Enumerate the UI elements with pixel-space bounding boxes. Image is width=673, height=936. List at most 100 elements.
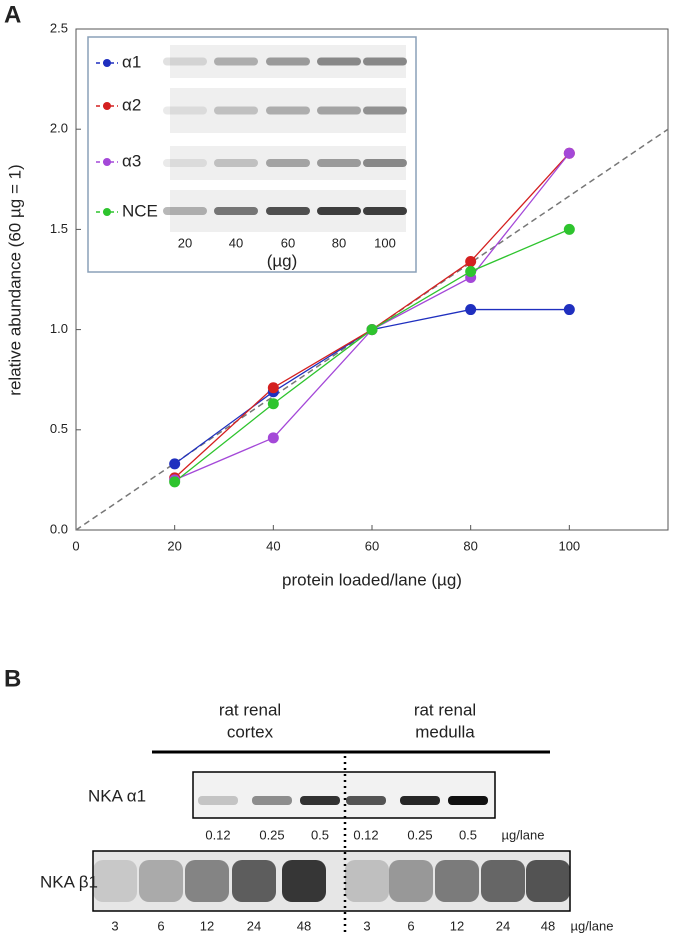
blot-band <box>317 57 361 66</box>
lane-label: 24 <box>247 918 261 933</box>
data-point <box>169 476 181 488</box>
blot-band <box>363 106 407 115</box>
legend-marker <box>103 208 111 216</box>
blot-band <box>266 207 310 215</box>
blot-band <box>363 159 407 167</box>
data-point <box>465 304 477 316</box>
inset-unit: (µg) <box>267 251 298 270</box>
lane-label: 6 <box>157 918 164 933</box>
data-point <box>563 304 575 316</box>
group-label: rat renal <box>219 700 281 719</box>
blot-band <box>214 207 258 215</box>
group-label: cortex <box>227 722 274 741</box>
blot-band <box>185 860 229 902</box>
x-tick-label: 80 <box>463 538 477 553</box>
y-tick-label: 0.5 <box>50 421 68 436</box>
blot-band <box>266 57 310 66</box>
blot-band <box>214 159 258 167</box>
x-tick-label: 20 <box>167 538 181 553</box>
blot-band <box>198 796 238 805</box>
lane-label: 12 <box>200 918 214 933</box>
data-point <box>267 382 279 394</box>
legend-marker <box>103 59 111 67</box>
panel-label: A <box>4 1 21 28</box>
data-point <box>267 432 279 444</box>
legend-label: α3 <box>122 151 141 170</box>
inset-lane-label: 40 <box>229 235 243 250</box>
reference-line <box>75 128 669 531</box>
data-point <box>366 324 378 336</box>
data-point <box>169 458 181 470</box>
legend-marker <box>103 102 111 110</box>
lane-label: 3 <box>363 918 370 933</box>
lane-unit: µg/lane <box>502 827 545 842</box>
x-tick-label: 100 <box>558 538 580 553</box>
lane-label: 0.5 <box>459 827 477 842</box>
blot-band <box>363 207 407 215</box>
blot-band <box>389 860 433 902</box>
lane-label: 48 <box>297 918 311 933</box>
blot-band <box>282 860 326 902</box>
data-point <box>267 398 279 410</box>
lane-label: 3 <box>111 918 118 933</box>
lane-label: 0.12 <box>353 827 378 842</box>
lane-unit: µg/lane <box>571 918 614 933</box>
legend-label: NCE <box>122 201 158 220</box>
blot-band <box>252 796 292 805</box>
y-tick-label: 2.0 <box>50 121 68 136</box>
inset-lane-label: 60 <box>281 235 295 250</box>
lane-label: 6 <box>407 918 414 933</box>
blot-band <box>266 159 310 167</box>
blot-band <box>317 207 361 215</box>
blot-band <box>526 860 570 902</box>
blot-band <box>346 796 386 805</box>
blot-band <box>317 106 361 115</box>
blot-band <box>139 860 183 902</box>
blot-band <box>300 796 340 805</box>
lane-label: 0.12 <box>205 827 230 842</box>
lane-label: 0.25 <box>407 827 432 842</box>
blot-band <box>93 860 137 902</box>
data-point <box>465 255 477 267</box>
group-label: medulla <box>415 722 475 741</box>
y-tick-label: 0.0 <box>50 521 68 536</box>
y-axis-label: relative abundance (60 µg = 1) <box>5 164 24 395</box>
inset-lane-label: 100 <box>374 235 396 250</box>
inset-lane-label: 80 <box>332 235 346 250</box>
row-label: NKA β1 <box>40 872 98 891</box>
lane-label: 48 <box>541 918 555 933</box>
blot-band <box>163 57 207 66</box>
data-point <box>465 265 477 277</box>
group-label: rat renal <box>414 700 476 719</box>
row-label: NKA α1 <box>88 786 146 805</box>
legend-label: α1 <box>122 52 141 71</box>
blot-band <box>435 860 479 902</box>
blot-band <box>163 106 207 115</box>
lane-label: 24 <box>496 918 510 933</box>
blot-band <box>345 860 389 902</box>
blot-band <box>317 159 361 167</box>
lane-label: 0.25 <box>259 827 284 842</box>
blot-band <box>214 57 258 66</box>
x-tick-label: 60 <box>365 538 379 553</box>
inset-lane-label: 20 <box>178 235 192 250</box>
y-tick-label: 2.5 <box>50 20 68 35</box>
legend-marker <box>103 158 111 166</box>
blot-band <box>363 57 407 66</box>
x-tick-label: 0 <box>72 538 79 553</box>
blot-band <box>232 860 276 902</box>
blot-band <box>214 106 258 115</box>
x-axis-label: protein loaded/lane (µg) <box>282 570 462 589</box>
lane-label: 0.5 <box>311 827 329 842</box>
blot-band <box>266 106 310 115</box>
y-tick-label: 1.0 <box>50 321 68 336</box>
blot-band <box>400 796 440 805</box>
data-point <box>563 223 575 235</box>
lane-label: 12 <box>450 918 464 933</box>
legend-label: α2 <box>122 95 141 114</box>
blot-band <box>481 860 525 902</box>
y-tick-label: 1.5 <box>50 221 68 236</box>
panel-label: B <box>4 665 21 692</box>
blot-band <box>163 159 207 167</box>
